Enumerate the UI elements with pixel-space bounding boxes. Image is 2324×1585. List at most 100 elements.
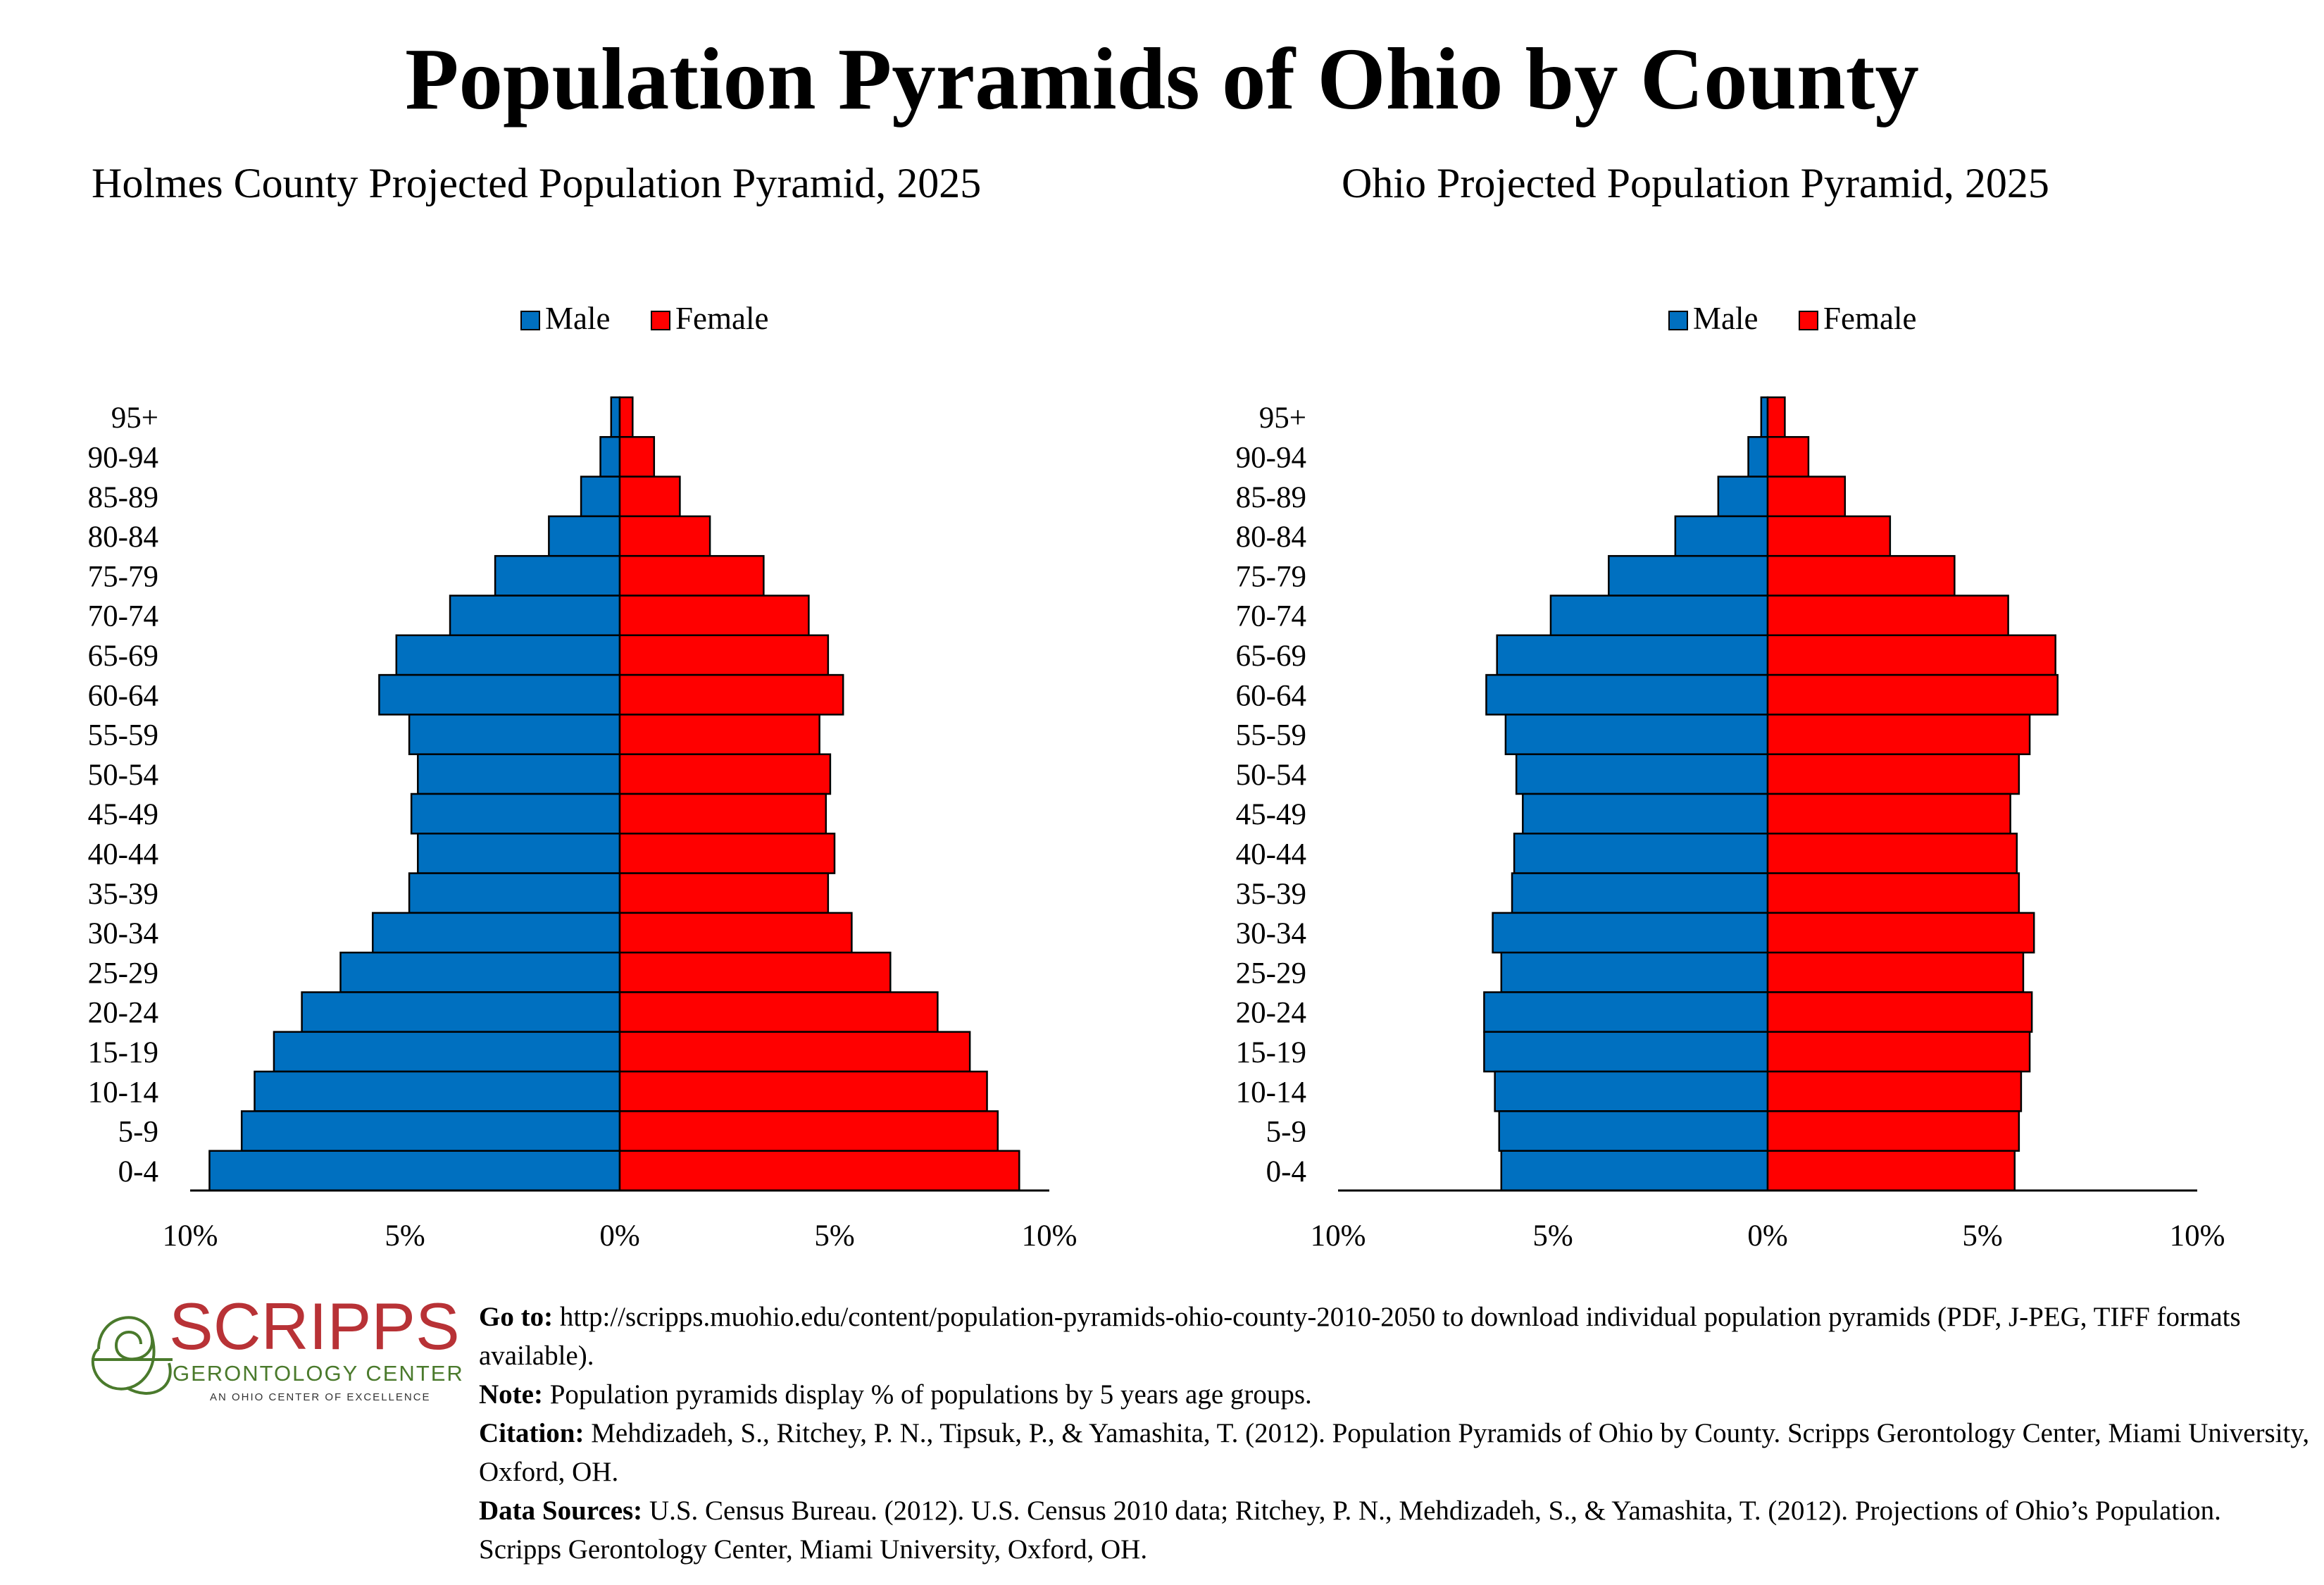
ohio-pyramid-chart: Ohio Projected Population Pyramid, 2025 M… bbox=[1236, 160, 2225, 1253]
ohio-age-label: 15-19 bbox=[1236, 1036, 1306, 1069]
ohio-legend-label-female: Female bbox=[1823, 301, 1916, 336]
holmes-male-bar bbox=[599, 436, 621, 478]
holmes-male-bar bbox=[240, 1110, 621, 1152]
holmes-age-label: 80-84 bbox=[88, 521, 158, 554]
ohio-age-label: 70-74 bbox=[1236, 600, 1306, 633]
holmes-age-label: 35-39 bbox=[88, 878, 158, 911]
sources-label: Data Sources: bbox=[479, 1496, 643, 1526]
holmes-age-label: 40-44 bbox=[88, 838, 158, 871]
holmes-age-label: 30-34 bbox=[88, 917, 158, 950]
note-text: Population pyramids display % of populat… bbox=[542, 1379, 1312, 1410]
ohio-x-tick-label: 5% bbox=[1532, 1219, 1573, 1253]
logo-subtitle: GERONTOLOGY CENTER bbox=[173, 1361, 464, 1386]
ohio-female-bar bbox=[1766, 476, 1847, 518]
ohio-age-label: 95+ bbox=[1259, 402, 1306, 435]
holmes-age-label: 85-89 bbox=[88, 481, 158, 514]
holmes-male-bar bbox=[208, 1150, 621, 1192]
ohio-age-label: 40-44 bbox=[1236, 838, 1306, 871]
ohio-female-bar bbox=[1766, 673, 2059, 716]
holmes-female-bar bbox=[618, 396, 634, 438]
holmes-male-bar bbox=[378, 673, 621, 716]
ohio-age-label: 5-9 bbox=[1266, 1116, 1306, 1149]
holmes-male-bar bbox=[254, 1070, 621, 1112]
holmes-age-label: 10-14 bbox=[88, 1076, 158, 1109]
ohio-male-bar bbox=[1494, 1070, 1769, 1112]
holmes-age-label: 70-74 bbox=[88, 600, 158, 633]
ohio-female-bar bbox=[1766, 515, 1892, 557]
holmes-female-bar bbox=[618, 753, 832, 795]
ohio-female-bar bbox=[1766, 1110, 2020, 1152]
holmes-age-label: 0-4 bbox=[118, 1155, 158, 1188]
ohio-male-bar bbox=[1515, 753, 1769, 795]
holmes-age-label: 75-79 bbox=[88, 560, 158, 593]
holmes-female-bar bbox=[618, 436, 656, 478]
ohio-x-tick-label: 10% bbox=[1311, 1219, 1366, 1253]
holmes-x-tick-label: 10% bbox=[1022, 1219, 1077, 1253]
logo-tagline: AN OHIO CENTER OF EXCELLENCE bbox=[210, 1391, 431, 1403]
goto-text: http://scripps.muohio.edu/content/popula… bbox=[479, 1302, 2241, 1371]
scripps-logo: SCRIPPS GERONTOLOGY CENTER AN OHIO CENTE… bbox=[91, 1289, 464, 1403]
holmes-female-bar bbox=[618, 951, 892, 993]
ohio-male-bar bbox=[1511, 872, 1769, 914]
holmes-female-bar bbox=[618, 476, 681, 518]
holmes-female-bar bbox=[618, 634, 830, 676]
holmes-x-tick-label: 5% bbox=[814, 1219, 854, 1253]
ohio-legend-swatch-female bbox=[1799, 311, 1818, 330]
ohio-female-bar bbox=[1766, 792, 2011, 835]
ohio-male-bar bbox=[1500, 1150, 1769, 1192]
ohio-male-bar bbox=[1492, 912, 1769, 954]
holmes-male-bar bbox=[410, 792, 621, 835]
sources-note: Data Sources: U.S. Census Bureau. (2012)… bbox=[479, 1491, 2310, 1569]
ohio-age-label: 10-14 bbox=[1236, 1076, 1306, 1109]
holmes-female-bar bbox=[618, 515, 711, 557]
holmes-female-bar bbox=[618, 912, 853, 954]
holmes-female-bar bbox=[618, 595, 810, 637]
ohio-age-label: 30-34 bbox=[1236, 917, 1306, 950]
ohio-age-label: 20-24 bbox=[1236, 997, 1306, 1030]
holmes-male-bar bbox=[372, 912, 621, 954]
ohio-age-label: 50-54 bbox=[1236, 759, 1306, 792]
ohio-female-bar bbox=[1766, 595, 2009, 637]
ohio-male-bar bbox=[1747, 436, 1769, 478]
holmes-x-tick-label: 5% bbox=[385, 1219, 425, 1253]
ohio-male-bar bbox=[1483, 991, 1769, 1033]
ohio-male-bar bbox=[1500, 951, 1769, 993]
holmes-male-bar bbox=[417, 753, 621, 795]
notes-block: Go to: http://scripps.muohio.edu/content… bbox=[479, 1298, 2310, 1569]
holmes-age-label: 20-24 bbox=[88, 997, 158, 1030]
ohio-male-bar bbox=[1483, 1031, 1769, 1073]
ohio-male-bar bbox=[1674, 515, 1769, 557]
ohio-female-bar bbox=[1766, 1070, 2023, 1112]
holmes-age-label: 50-54 bbox=[88, 759, 158, 792]
holmes-female-bar bbox=[618, 1150, 1020, 1192]
ohio-male-bar bbox=[1608, 554, 1769, 597]
holmes-female-bar bbox=[618, 1031, 971, 1073]
ohio-male-bar bbox=[1760, 396, 1769, 438]
ohio-female-bar bbox=[1766, 833, 2018, 874]
holmes-age-label: 45-49 bbox=[88, 798, 158, 831]
holmes-age-label: 60-64 bbox=[88, 679, 158, 712]
holmes-age-label: 25-29 bbox=[88, 957, 158, 990]
ohio-age-label: 90-94 bbox=[1236, 441, 1306, 474]
holmes-male-bar bbox=[548, 515, 621, 557]
ohio-x-tick-label: 10% bbox=[2170, 1219, 2225, 1253]
holmes-male-bar bbox=[449, 595, 621, 637]
holmes-male-bar bbox=[339, 951, 621, 993]
ohio-age-label: 0-4 bbox=[1266, 1155, 1306, 1188]
citation-text: Mehdizadeh, S., Ritchey, P. N., Tipsuk, … bbox=[479, 1418, 2310, 1487]
ohio-female-bar bbox=[1766, 1031, 2031, 1073]
ohio-female-bar bbox=[1766, 872, 2020, 914]
ohio-male-bar bbox=[1496, 634, 1769, 676]
holmes-age-label: 65-69 bbox=[88, 640, 158, 673]
holmes-female-bar bbox=[618, 1110, 999, 1152]
goto-note: Go to: http://scripps.muohio.edu/content… bbox=[479, 1298, 2310, 1375]
ohio-female-bar bbox=[1766, 1150, 2016, 1192]
logo-name: SCRIPPS bbox=[169, 1289, 460, 1363]
holmes-age-label: 95+ bbox=[111, 402, 158, 435]
holmes-female-bar bbox=[618, 872, 830, 914]
holmes-legend-label-male: Male bbox=[545, 301, 610, 336]
holmes-county-pyramid-chart: Holmes County Projected Population Pyram… bbox=[88, 160, 1077, 1253]
ohio-female-bar bbox=[1766, 714, 2031, 755]
holmes-male-bar bbox=[395, 634, 621, 676]
holmes-x-tick-label: 0% bbox=[599, 1219, 639, 1253]
